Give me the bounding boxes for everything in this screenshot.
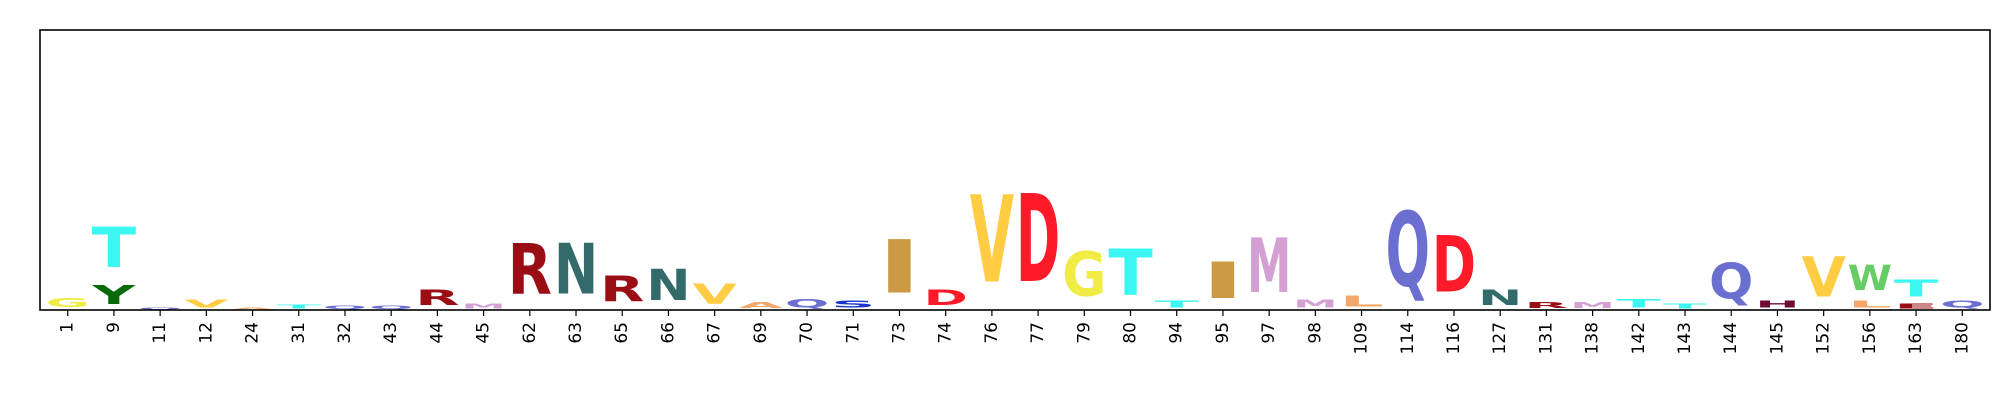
x-tick-label: 94: [1167, 322, 1187, 344]
x-tick-label: 127: [1490, 322, 1510, 354]
x-tick-label: 62: [520, 322, 540, 344]
x-tick-label: 9: [104, 322, 124, 333]
logo-letter: L: [1339, 292, 1383, 310]
logo-letter: Q: [1940, 298, 1984, 310]
x-tick-label: 11: [150, 322, 170, 344]
logo-letter: T: [1894, 275, 1939, 302]
x-tick-label: 74: [936, 322, 956, 344]
x-tick-label: 43: [381, 322, 401, 344]
x-tick-label: 131: [1536, 322, 1556, 354]
x-tick-label: 69: [751, 322, 771, 344]
x-tick-label: 63: [566, 322, 586, 344]
x-tick-label: 145: [1767, 322, 1787, 354]
logo-letter: Q: [323, 305, 367, 310]
logo-letter: T: [1108, 236, 1152, 310]
logo-letter: I: [1201, 252, 1245, 310]
logo-letter: R: [600, 268, 644, 310]
logo-letter: S: [831, 299, 875, 310]
x-tick-label: 152: [1814, 322, 1834, 354]
logo-letter: H: [1755, 298, 1799, 310]
logo-letter: G: [1062, 239, 1106, 310]
x-tick-label: 97: [1259, 322, 1279, 344]
x-tick-label: 77: [1028, 322, 1048, 344]
x-tick-label: 98: [1305, 322, 1325, 344]
x-tick-label: 95: [1213, 322, 1233, 344]
x-tick-label: 163: [1906, 322, 1926, 354]
logo-letter: E: [1894, 302, 1938, 310]
logo-letter: N: [646, 261, 690, 311]
x-tick-label: 116: [1444, 322, 1464, 354]
logo-letter: Q: [1709, 253, 1753, 310]
x-tick-label: 45: [474, 322, 494, 344]
x-tick-label: 76: [982, 322, 1002, 344]
x-tick-label: 44: [427, 322, 447, 344]
x-tick-label: 70: [797, 322, 817, 344]
x-tick-label: 79: [1074, 322, 1094, 344]
x-tick-label: 67: [705, 322, 725, 344]
letters-layer: G YTQ V A T Q Q R M R N R N V A Q S I D V D G T T I M M L Q D N R M T T Q H V…: [46, 170, 1985, 311]
x-tick-label: 143: [1675, 322, 1695, 354]
x-tick-label: 32: [335, 322, 355, 344]
logo-letter: R: [1524, 300, 1568, 310]
x-tick-label: 109: [1352, 322, 1372, 354]
logo-letter: D: [924, 285, 968, 310]
x-tick-label: 24: [243, 322, 263, 344]
logo-letter: W: [1848, 258, 1892, 298]
logo-letter: M: [1247, 223, 1291, 310]
logo-letter: D: [1432, 219, 1476, 310]
x-tick-label: 31: [289, 322, 309, 344]
logo-letter: T: [1617, 297, 1662, 310]
logo-letter: Q: [1386, 192, 1430, 310]
logo-letter: I: [877, 225, 921, 310]
logo-letter: Y: [91, 280, 136, 310]
logo-letter: M: [1570, 300, 1614, 310]
logo-letter: T: [92, 216, 136, 280]
plot-frame: [39, 29, 1991, 311]
logo-letter: V: [184, 298, 229, 310]
logo-letter: R: [415, 286, 459, 310]
x-tick-label: 12: [196, 322, 216, 344]
x-tick-label: 114: [1398, 322, 1418, 354]
logo-letter: V: [692, 278, 737, 311]
logo-letter: M: [461, 302, 505, 311]
x-tick-label: 65: [612, 322, 632, 344]
logo-letter: A: [230, 307, 275, 310]
x-tick-label: 142: [1629, 322, 1649, 354]
logo-letter: V: [970, 172, 1014, 311]
logo-letter: T: [1155, 298, 1200, 310]
logo-letter: L: [1848, 298, 1892, 310]
logo-letter: N: [554, 229, 598, 310]
logo-letter: T: [277, 304, 322, 310]
x-ticks-layer: 1 9 11 12 24 31 32 43 44 45 62 63 65 66 67 69 70 71 73 74 76…: [58, 310, 1972, 354]
x-tick-label: 66: [658, 322, 678, 344]
plot-area-background: [40, 30, 1990, 310]
logo-letter: R: [508, 230, 552, 310]
x-tick-label: 144: [1721, 322, 1741, 354]
x-tick-label: 71: [843, 322, 863, 344]
logo-letter: N: [1478, 286, 1522, 311]
x-tick-label: 156: [1860, 322, 1880, 354]
x-tick-label: 138: [1583, 322, 1603, 354]
x-tick-label: 80: [1121, 322, 1141, 344]
logo-letter: Q: [369, 305, 413, 310]
x-tick-label: 180: [1952, 322, 1972, 354]
logo-letter: D: [1016, 170, 1060, 311]
logo-letter: Q: [138, 307, 182, 310]
logo-letter: M: [1293, 298, 1337, 310]
logo-letter: V: [1801, 247, 1846, 311]
x-tick-label: 73: [889, 322, 909, 344]
logo-letter: Q: [785, 297, 829, 310]
logo-letter: A: [739, 300, 784, 310]
logo-letter: T: [1663, 302, 1708, 310]
x-tick-label: 1: [58, 322, 78, 333]
logo-letter: G: [46, 296, 90, 310]
